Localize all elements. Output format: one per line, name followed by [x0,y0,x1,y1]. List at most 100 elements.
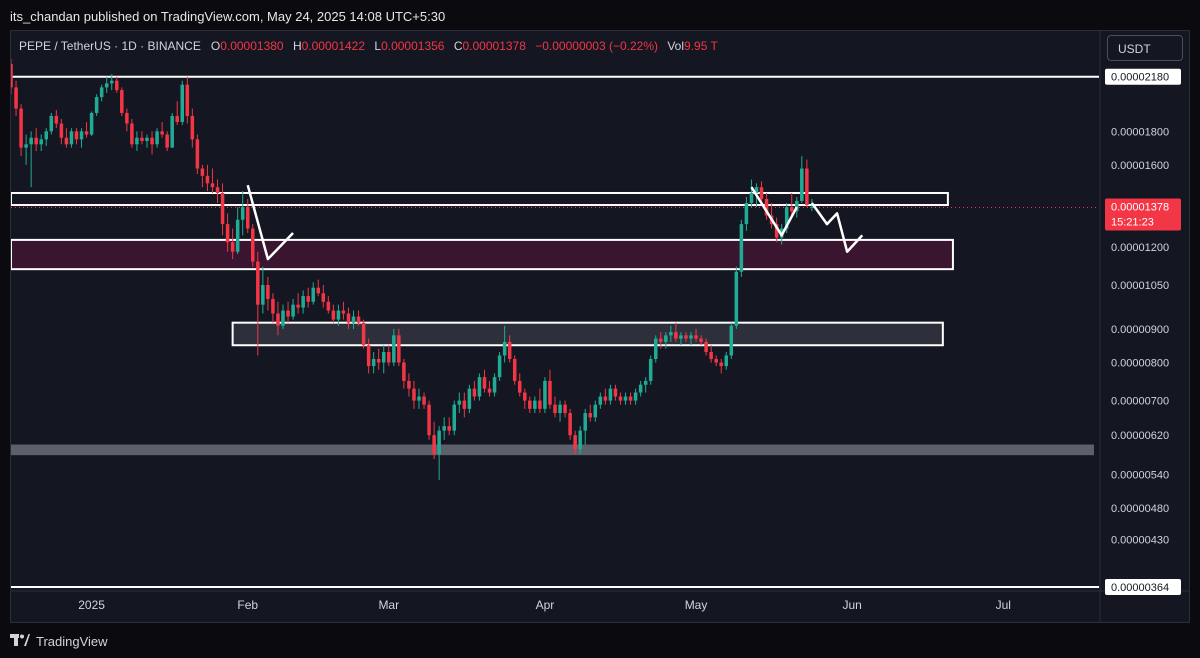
candle-body [653,338,658,359]
candle-body [11,63,13,88]
candle-body [427,404,431,436]
candle-body [573,435,577,450]
candle-body [638,384,643,393]
y-tick-label: 0.00000800 [1111,358,1169,370]
publisher-caption: its_chandan published on TradingView.com… [10,9,446,24]
zone-maroon [11,238,954,271]
candle-body [84,131,89,135]
candle-body [14,87,18,109]
candle-body [64,137,69,145]
candle-body [291,304,295,317]
candle-body [165,134,169,148]
candle-countdown: 15:21:23 [1111,217,1154,229]
y-tick-label: 0.00000430 [1111,534,1169,546]
candle-body [477,377,482,397]
y-tick-label: 0.00001800 [1111,126,1169,138]
candle-body [805,168,809,206]
zone-gray [11,444,1094,456]
candle-body [130,123,134,145]
candle-body [381,352,386,363]
candle-body [170,115,174,148]
candle-body [39,139,43,145]
candle-body [392,335,396,363]
candle-body [266,284,270,299]
x-tick-label: Jul [996,598,1011,612]
candle-body [593,404,598,418]
candle-body [59,123,64,138]
candle-body [402,362,406,381]
candle-body [764,198,769,216]
candle-body [150,137,154,145]
volume-value: 9.95 T [684,39,718,53]
annotation-arrow [750,186,798,237]
candle-body [286,310,290,317]
change-value: −0.00000003 (−0.22%) [535,39,658,53]
open-value: 0.00001380 [220,39,284,53]
symbol-label[interactable]: PEPE / TetherUS · 1D · BINANCE [19,39,201,53]
candle-body [34,137,38,145]
candle-body [759,187,764,199]
candle-body [558,404,562,414]
candle-body [69,131,74,145]
current-price-label: 0.00001378 [1111,202,1169,214]
candle-body [462,400,467,409]
candle-body [563,404,567,414]
candle-body [281,310,285,326]
price-line-label-bg [1105,68,1181,85]
candle-body [387,352,391,363]
x-tick-label: Apr [536,598,555,612]
candle-body [109,80,114,84]
candle-body [608,388,613,401]
candle-body [417,396,421,401]
candle-body [472,388,477,397]
x-tick-label: Mar [378,598,399,612]
candle-body [200,168,205,176]
annotation-arrow [246,184,294,261]
candle-body [366,345,371,367]
candle-body [195,139,200,169]
candle-body [276,313,280,326]
candle-body [633,392,638,401]
y-tick-label: 0.00001050 [1111,280,1169,292]
candle-body [74,131,79,140]
candle-body [648,358,653,381]
candle-body [543,380,547,409]
footer-brand[interactable]: TradingView [36,633,108,649]
candle-body [739,224,744,272]
candle-body [356,316,361,323]
candle-body [679,335,683,339]
candle-body [94,97,99,113]
candle-body [24,144,28,148]
candle-body [140,137,144,142]
candle-body [548,380,552,405]
candle-body [44,131,49,140]
candle-body [120,90,124,113]
candle-body [795,200,799,212]
candle-body [754,187,759,193]
candle-body [603,396,608,401]
candle-body [205,175,210,184]
candle-body [749,192,754,203]
candle-body [240,207,245,220]
chart-panel[interactable]: 0.00001800 0.00001600 0.00001200 0.00001050… [10,30,1190,623]
x-tick-label: 2025 [78,598,105,612]
zone-gray-outline [231,321,944,347]
candle-body [664,335,668,342]
zone-outline [11,191,949,207]
candle-body [351,316,356,323]
candle-body [49,115,54,132]
ohlc-legend: PEPE / TetherUS · 1D · BINANCE O0.000013… [19,39,724,53]
candle-body [220,192,225,225]
candle-body [694,335,698,339]
candle-body [271,298,275,314]
candle-body [256,261,260,305]
candle-body [784,207,789,229]
candle-body [684,335,688,339]
candle-body [709,352,713,359]
candle-body [512,358,517,381]
candle-body [160,131,164,135]
candle-body [371,358,376,367]
candlestick-chart[interactable]: 0.00001800 0.00001600 0.00001200 0.00001050… [11,31,1189,622]
currency-button[interactable]: USDT [1107,35,1183,61]
